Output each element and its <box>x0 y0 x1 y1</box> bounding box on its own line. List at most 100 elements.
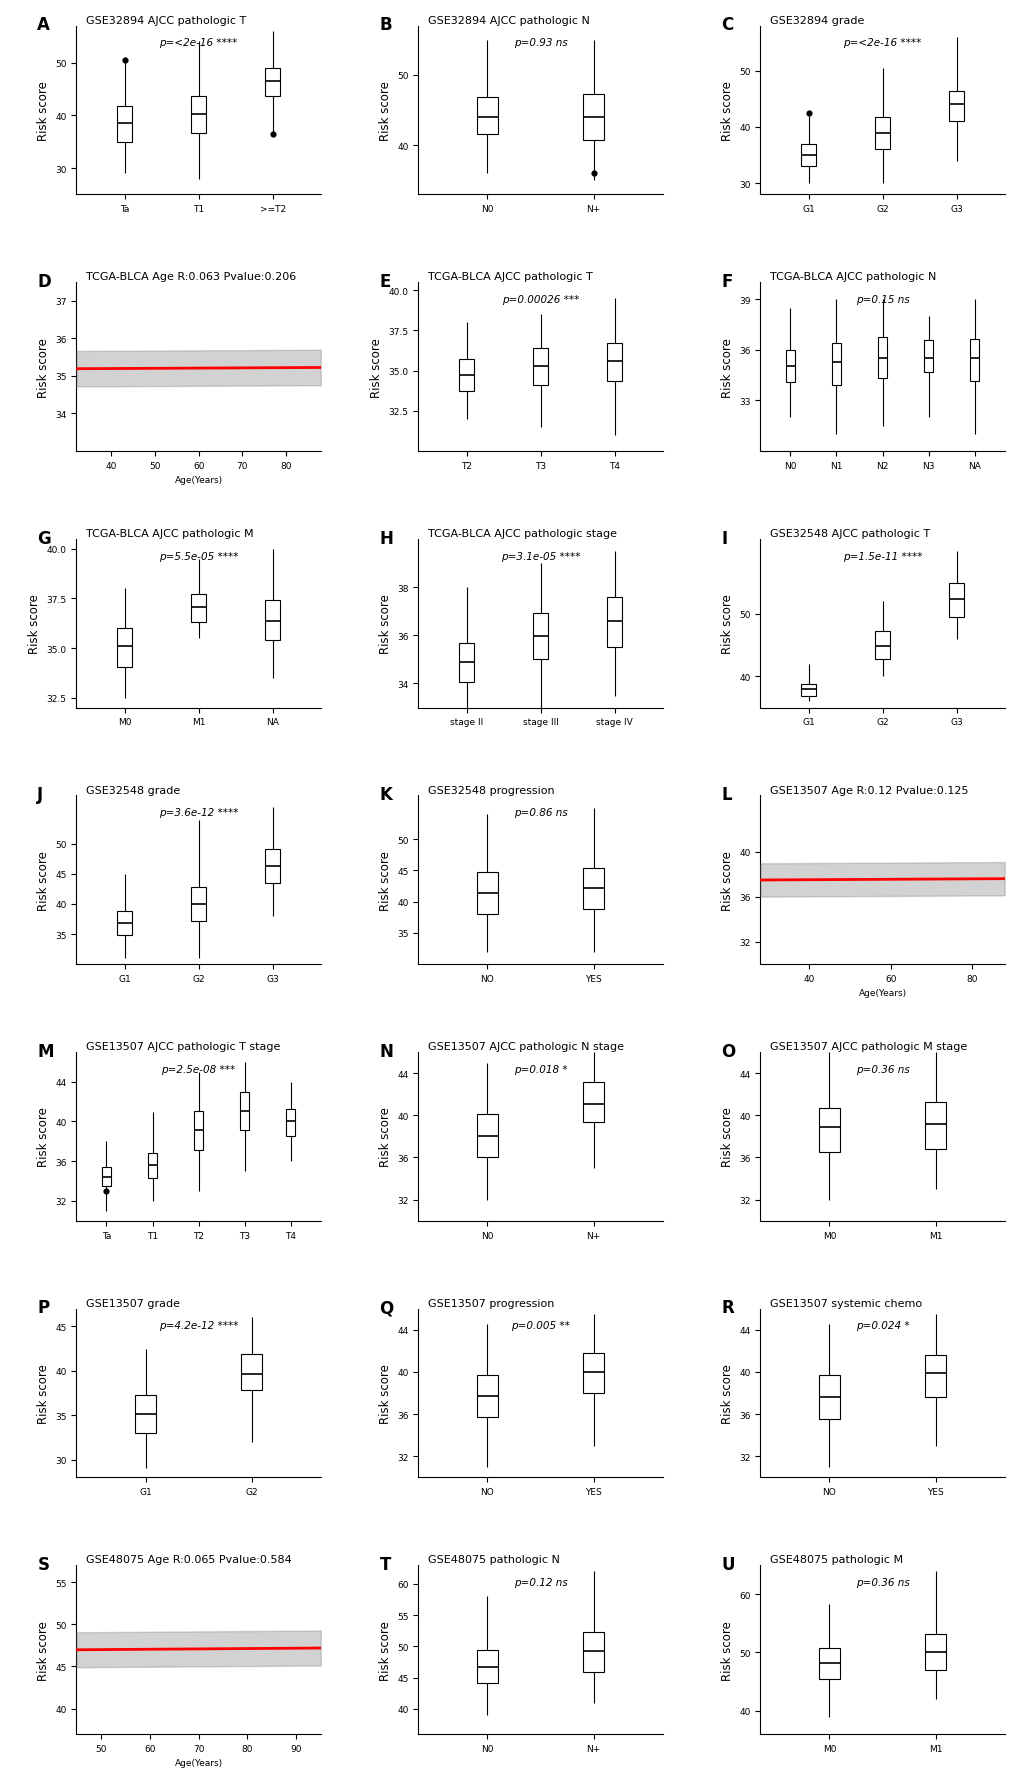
Text: F: F <box>720 273 732 291</box>
Y-axis label: Risk score: Risk score <box>37 1363 50 1424</box>
Bar <box>583 1353 603 1394</box>
Text: E: E <box>379 273 390 291</box>
Bar <box>583 1082 603 1122</box>
Text: p=<2e-16 ****: p=<2e-16 **** <box>843 39 921 48</box>
Text: p=1.5e-11 ****: p=1.5e-11 **** <box>842 551 921 562</box>
Text: TCGA-BLCA AJCC pathologic T: TCGA-BLCA AJCC pathologic T <box>428 273 592 282</box>
Bar <box>924 1355 946 1397</box>
Text: p=0.005 **: p=0.005 ** <box>511 1321 570 1330</box>
Text: B: B <box>379 16 391 34</box>
Bar <box>240 1355 262 1390</box>
Point <box>264 121 280 149</box>
Text: p=3.6e-12 ****: p=3.6e-12 **** <box>159 808 238 817</box>
Y-axis label: Risk score: Risk score <box>29 594 41 654</box>
Y-axis label: Risk score: Risk score <box>720 851 733 910</box>
Text: p=<2e-16 ****: p=<2e-16 **** <box>159 39 237 48</box>
Bar <box>800 684 815 697</box>
Y-axis label: Risk score: Risk score <box>378 1621 391 1679</box>
Text: GSE48075 Age R:0.065 Pvalue:0.584: GSE48075 Age R:0.065 Pvalue:0.584 <box>87 1555 291 1564</box>
Bar <box>117 629 131 667</box>
Text: P: P <box>38 1298 50 1317</box>
Y-axis label: Risk score: Risk score <box>37 851 50 910</box>
Text: GSE13507 AJCC pathologic M stage: GSE13507 AJCC pathologic M stage <box>769 1041 966 1051</box>
Bar <box>583 869 603 910</box>
Text: TCGA-BLCA AJCC pathologic M: TCGA-BLCA AJCC pathologic M <box>87 528 254 539</box>
Bar <box>924 1103 946 1149</box>
Bar <box>148 1154 157 1179</box>
Point <box>585 160 601 188</box>
Text: Q: Q <box>379 1298 393 1317</box>
Text: p=0.12 ns: p=0.12 ns <box>514 1578 567 1587</box>
Y-axis label: Risk score: Risk score <box>720 594 733 654</box>
Text: p=2.5e-08 ***: p=2.5e-08 *** <box>161 1064 235 1074</box>
Text: L: L <box>720 785 732 803</box>
Bar <box>583 1633 603 1672</box>
Bar <box>286 1108 296 1136</box>
Point <box>116 46 132 74</box>
Bar <box>194 1112 203 1151</box>
Text: I: I <box>720 530 727 548</box>
Y-axis label: Risk score: Risk score <box>37 82 50 140</box>
Bar <box>800 145 815 167</box>
Text: C: C <box>720 16 733 34</box>
Bar <box>477 1115 497 1158</box>
Y-axis label: Risk score: Risk score <box>37 1106 50 1167</box>
Text: TCGA-BLCA Age R:0.063 Pvalue:0.206: TCGA-BLCA Age R:0.063 Pvalue:0.206 <box>87 273 297 282</box>
Y-axis label: Risk score: Risk score <box>370 337 383 397</box>
Text: H: H <box>379 530 393 548</box>
Bar <box>949 92 963 122</box>
Bar <box>818 1108 840 1152</box>
Bar <box>818 1376 840 1420</box>
Text: R: R <box>720 1298 734 1317</box>
Text: T: T <box>379 1555 390 1573</box>
Text: p=0.36 ns: p=0.36 ns <box>855 1578 909 1587</box>
Text: GSE48075 pathologic N: GSE48075 pathologic N <box>428 1555 559 1564</box>
Bar <box>102 1167 111 1186</box>
X-axis label: Age(Years): Age(Years) <box>174 1759 222 1768</box>
Y-axis label: Risk score: Risk score <box>378 851 391 910</box>
Text: p=3.1e-05 ****: p=3.1e-05 **** <box>500 551 580 562</box>
Text: N: N <box>379 1043 393 1060</box>
Bar <box>533 613 547 660</box>
Point <box>800 99 816 128</box>
Bar <box>239 1092 249 1129</box>
Bar <box>969 340 978 381</box>
Bar <box>191 594 206 622</box>
Bar <box>265 69 280 98</box>
Y-axis label: Risk score: Risk score <box>37 337 50 397</box>
Bar <box>135 1395 156 1433</box>
Bar <box>583 94 603 142</box>
Bar <box>459 360 474 392</box>
Y-axis label: Risk score: Risk score <box>378 1106 391 1167</box>
Y-axis label: Risk score: Risk score <box>720 337 733 397</box>
Text: GSE32548 AJCC pathologic T: GSE32548 AJCC pathologic T <box>769 528 929 539</box>
Y-axis label: Risk score: Risk score <box>720 1621 733 1679</box>
Y-axis label: Risk score: Risk score <box>37 1621 50 1679</box>
Text: J: J <box>38 785 44 803</box>
Bar <box>832 344 841 387</box>
Text: M: M <box>38 1043 54 1060</box>
Text: D: D <box>38 273 51 291</box>
X-axis label: Age(Years): Age(Years) <box>174 475 222 486</box>
Bar <box>606 598 622 649</box>
Bar <box>924 1635 946 1670</box>
Bar <box>533 349 547 387</box>
Text: p=5.5e-05 ****: p=5.5e-05 **** <box>159 551 238 562</box>
Text: O: O <box>720 1043 735 1060</box>
Bar <box>191 888 206 920</box>
Bar <box>874 633 890 660</box>
Text: G: G <box>38 530 51 548</box>
Text: GSE32548 progression: GSE32548 progression <box>428 785 554 794</box>
Bar <box>117 911 131 934</box>
Text: GSE48075 pathologic M: GSE48075 pathologic M <box>769 1555 903 1564</box>
Text: TCGA-BLCA AJCC pathologic stage: TCGA-BLCA AJCC pathologic stage <box>428 528 616 539</box>
Text: p=0.018 *: p=0.018 * <box>514 1064 567 1074</box>
Text: U: U <box>720 1555 734 1573</box>
Bar <box>265 849 280 883</box>
Text: GSE13507 AJCC pathologic N stage: GSE13507 AJCC pathologic N stage <box>428 1041 624 1051</box>
Y-axis label: Risk score: Risk score <box>720 82 733 140</box>
Text: GSE13507 Age R:0.12 Pvalue:0.125: GSE13507 Age R:0.12 Pvalue:0.125 <box>769 785 968 794</box>
X-axis label: Age(Years): Age(Years) <box>858 989 906 998</box>
Text: p=0.024 *: p=0.024 * <box>855 1321 909 1330</box>
Text: p=0.93 ns: p=0.93 ns <box>514 39 567 48</box>
